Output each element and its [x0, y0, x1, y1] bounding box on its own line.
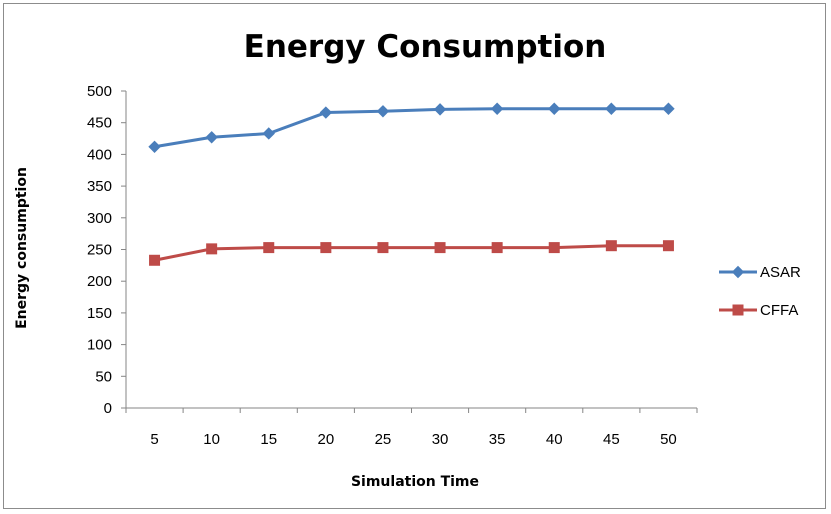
- y-tick-label: 400: [87, 146, 112, 163]
- x-tick-label: 45: [603, 431, 620, 448]
- data-point-cffa: [605, 240, 617, 252]
- legend-swatch-marker: [732, 304, 744, 316]
- x-axis-title: Simulation Time: [351, 474, 479, 490]
- x-tick-label: 10: [203, 431, 220, 448]
- data-point-asar: [205, 131, 218, 144]
- data-point-asar: [376, 105, 390, 118]
- series-line-cffa: [154, 244, 669, 262]
- data-point-cffa: [548, 242, 560, 254]
- legend-item-asar: ASAR: [719, 264, 801, 281]
- data-point-cffa: [662, 240, 674, 252]
- chart-title: Energy Consumption: [244, 29, 607, 65]
- y-tick-label: 50: [95, 368, 112, 385]
- x-tick-label: 50: [660, 431, 677, 448]
- x-tick-label: 15: [260, 431, 277, 448]
- legend: ASAR CFFA: [719, 264, 801, 319]
- x-tick-labels: 5 10 15 20 25 30 35 40 45 50: [125, 408, 698, 448]
- series-asar: [148, 102, 675, 153]
- y-tick-label: 250: [87, 242, 112, 259]
- y-tick-label: 300: [87, 210, 112, 227]
- data-point-cffa: [149, 254, 161, 266]
- legend-swatch-marker: [731, 265, 745, 279]
- data-point-cffa: [320, 242, 332, 254]
- y-tick-label: 450: [87, 115, 112, 132]
- data-point-asar: [433, 103, 447, 116]
- x-tick-label: 35: [489, 431, 506, 448]
- y-tick-label: 0: [104, 400, 112, 417]
- data-point-cffa: [206, 243, 218, 255]
- data-point-asar: [148, 140, 161, 153]
- legend-label-asar: ASAR: [760, 264, 801, 281]
- y-tick-label: 150: [87, 305, 112, 322]
- data-point-asar: [490, 102, 504, 115]
- x-tick-label: 40: [546, 431, 563, 448]
- x-tick-label: 20: [318, 431, 335, 448]
- data-point-cffa: [263, 242, 275, 254]
- chart-frame: [3, 3, 826, 509]
- data-point-cffa: [434, 242, 446, 254]
- x-tick-label: 30: [432, 431, 449, 448]
- series-line-asar: [154, 107, 669, 149]
- y-tick-label: 500: [87, 83, 112, 100]
- data-point-cffa: [377, 242, 389, 254]
- series-cffa: [149, 240, 674, 266]
- data-point-asar: [319, 106, 333, 119]
- data-point-asar: [605, 102, 618, 115]
- data-point-cffa: [491, 242, 503, 254]
- series-layer: [148, 102, 675, 266]
- x-tick-label: 25: [375, 431, 392, 448]
- x-tick-label: 5: [150, 431, 158, 448]
- y-axis-title: Energy consumption: [14, 167, 30, 329]
- data-point-asar: [662, 102, 675, 115]
- y-tick-label: 200: [87, 273, 112, 290]
- legend-label-cffa: CFFA: [760, 302, 798, 319]
- data-point-asar: [548, 102, 561, 115]
- data-point-asar: [262, 127, 275, 140]
- y-tick-labels: 0 50 100 150 200 250 300 350 400 450 500: [87, 83, 126, 417]
- y-tick-label: 350: [87, 178, 112, 195]
- y-tick-label: 100: [87, 337, 112, 354]
- legend-item-cffa: CFFA: [719, 302, 798, 319]
